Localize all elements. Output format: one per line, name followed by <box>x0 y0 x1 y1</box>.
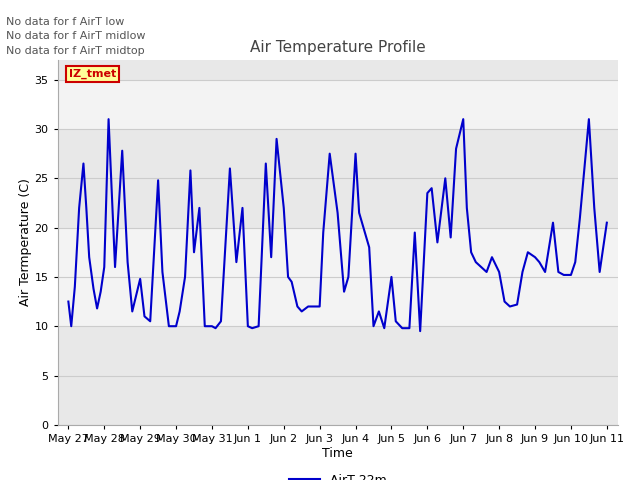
Text: No data for f AirT midtop: No data for f AirT midtop <box>6 46 145 56</box>
Text: No data for f AirT low: No data for f AirT low <box>6 17 125 27</box>
Text: No data for f AirT midlow: No data for f AirT midlow <box>6 31 146 41</box>
Y-axis label: Air Termperature (C): Air Termperature (C) <box>19 179 31 306</box>
Bar <box>58 228 618 326</box>
Legend: AirT 22m: AirT 22m <box>284 468 392 480</box>
Bar <box>58 80 618 129</box>
Text: IZ_tmet: IZ_tmet <box>69 69 116 79</box>
X-axis label: Time: Time <box>322 446 353 460</box>
Title: Air Temperature Profile: Air Temperature Profile <box>250 40 426 55</box>
